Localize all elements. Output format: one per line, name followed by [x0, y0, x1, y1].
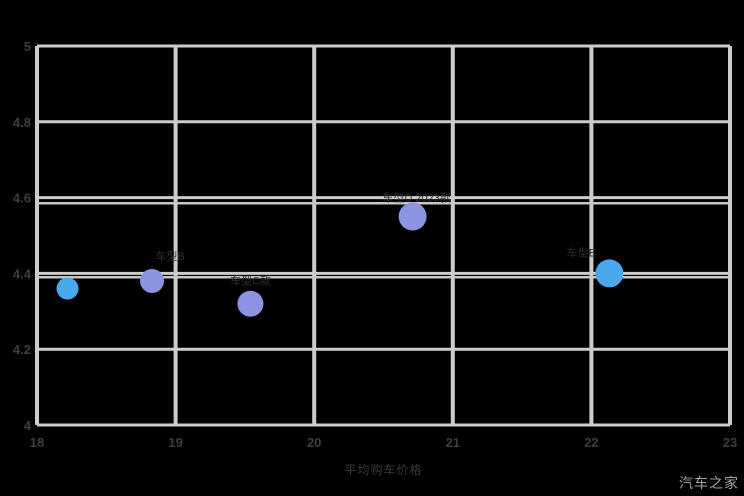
y-tick-label: 4.2 — [13, 342, 31, 357]
x-tick-label: 23 — [723, 435, 737, 450]
x-tick-label: 19 — [168, 435, 182, 450]
x-tick-label: 20 — [307, 435, 321, 450]
bubble-label: 车型E — [567, 245, 596, 259]
y-tick-label: 4.8 — [13, 115, 31, 130]
x-tick-label: 18 — [30, 435, 44, 450]
x-axis-title: 平均购车价格 — [344, 463, 423, 477]
bubble-label: 车型C款 — [230, 274, 271, 288]
y-tick-label: 5 — [24, 39, 31, 54]
bubble-data-point[interactable] — [595, 259, 624, 288]
x-tick-label: 22 — [584, 435, 598, 450]
bubble-data-point[interactable] — [140, 268, 165, 293]
bubble-data-point[interactable] — [56, 277, 79, 300]
watermark-autohome: 汽车之家 — [679, 475, 739, 491]
bubble-data-point[interactable] — [237, 290, 264, 317]
y-tick-label: 4.4 — [13, 266, 32, 281]
bubble-label: 车型B — [155, 249, 184, 263]
y-tick-label: 4 — [24, 418, 32, 433]
plot-area — [37, 46, 730, 425]
bubble-data-point[interactable] — [398, 202, 427, 231]
bubble-label: 车型D 2023款 — [382, 191, 450, 205]
y-tick-label: 4.6 — [13, 191, 31, 206]
x-tick-label: 21 — [446, 435, 460, 450]
